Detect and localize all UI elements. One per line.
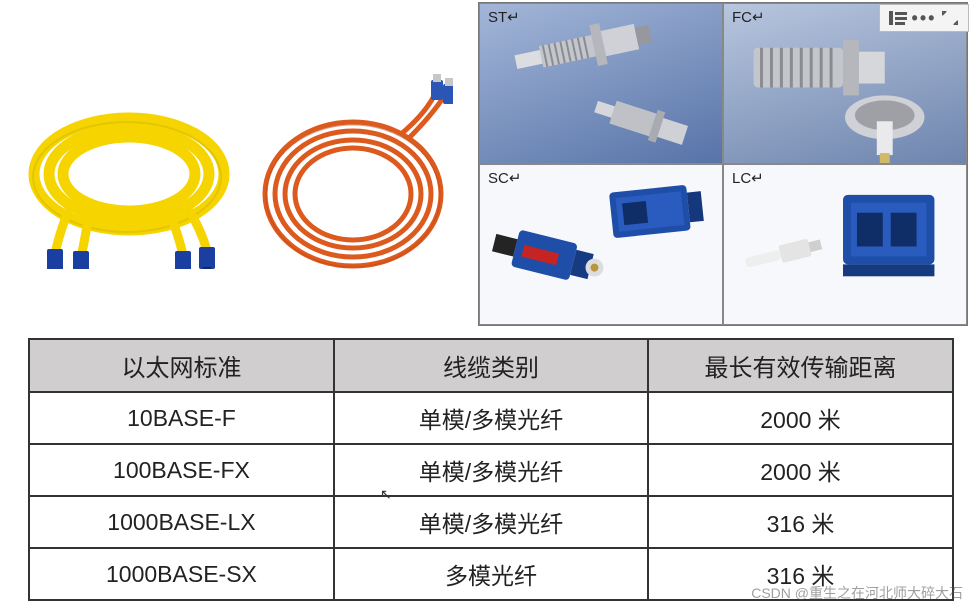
yellow-fiber-cable <box>19 89 234 269</box>
cell-distance: 2000 米 <box>648 444 953 496</box>
cell-distance: 316 米 <box>648 496 953 548</box>
table-header-row: 以太网标准 线缆类别 最长有效传输距离 <box>29 339 953 392</box>
more-icon[interactable]: ••• <box>914 9 934 27</box>
connector-label-fc: FC↵ <box>732 8 765 26</box>
connector-cell-st: ST↵ <box>479 3 723 164</box>
cell-standard: 10BASE-F <box>29 392 334 444</box>
cell-distance: 2000 米 <box>648 392 953 444</box>
image-toolbar: ••• <box>879 4 969 32</box>
col-header-standard: 以太网标准 <box>29 339 334 392</box>
table-row: 10BASE-F 单模/多模光纤 2000 米 <box>29 392 953 444</box>
col-header-max-distance: 最长有效传输距离 <box>648 339 953 392</box>
cell-cable-type: 多模光纤 <box>334 548 648 600</box>
connector-cell-sc: SC↵ <box>479 164 723 325</box>
connector-label-lc: LC↵ <box>732 169 764 187</box>
table-row: 1000BASE-LX 单模/多模光纤 316 米 <box>29 496 953 548</box>
expand-icon[interactable] <box>940 9 960 27</box>
cell-cable-type: 单模/多模光纤 <box>334 392 648 444</box>
connector-label-st: ST↵ <box>488 8 520 26</box>
cell-standard: 1000BASE-LX <box>29 496 334 548</box>
cell-standard: 100BASE-FX <box>29 444 334 496</box>
cell-cable-type: 单模/多模光纤 <box>334 496 648 548</box>
connector-cell-lc: LC↵ <box>723 164 967 325</box>
layout-icon[interactable] <box>888 9 908 27</box>
ethernet-standards-table: 以太网标准 线缆类别 最长有效传输距离 10BASE-F 单模/多模光纤 200… <box>28 338 954 601</box>
top-region: ST↵ <box>0 0 977 328</box>
connector-type-grid: ST↵ <box>478 2 968 326</box>
col-header-cable-type: 线缆类别 <box>334 339 648 392</box>
connector-label-sc: SC↵ <box>488 169 521 187</box>
mouse-cursor-icon: ↖ <box>380 486 392 503</box>
cell-standard: 1000BASE-SX <box>29 548 334 600</box>
orange-fiber-cable <box>253 74 453 284</box>
table-row: 100BASE-FX 单模/多模光纤 2000 米 <box>29 444 953 496</box>
watermark-text: CSDN @重生之在河北师大碎大石 <box>751 583 963 603</box>
cables-area <box>0 0 472 328</box>
